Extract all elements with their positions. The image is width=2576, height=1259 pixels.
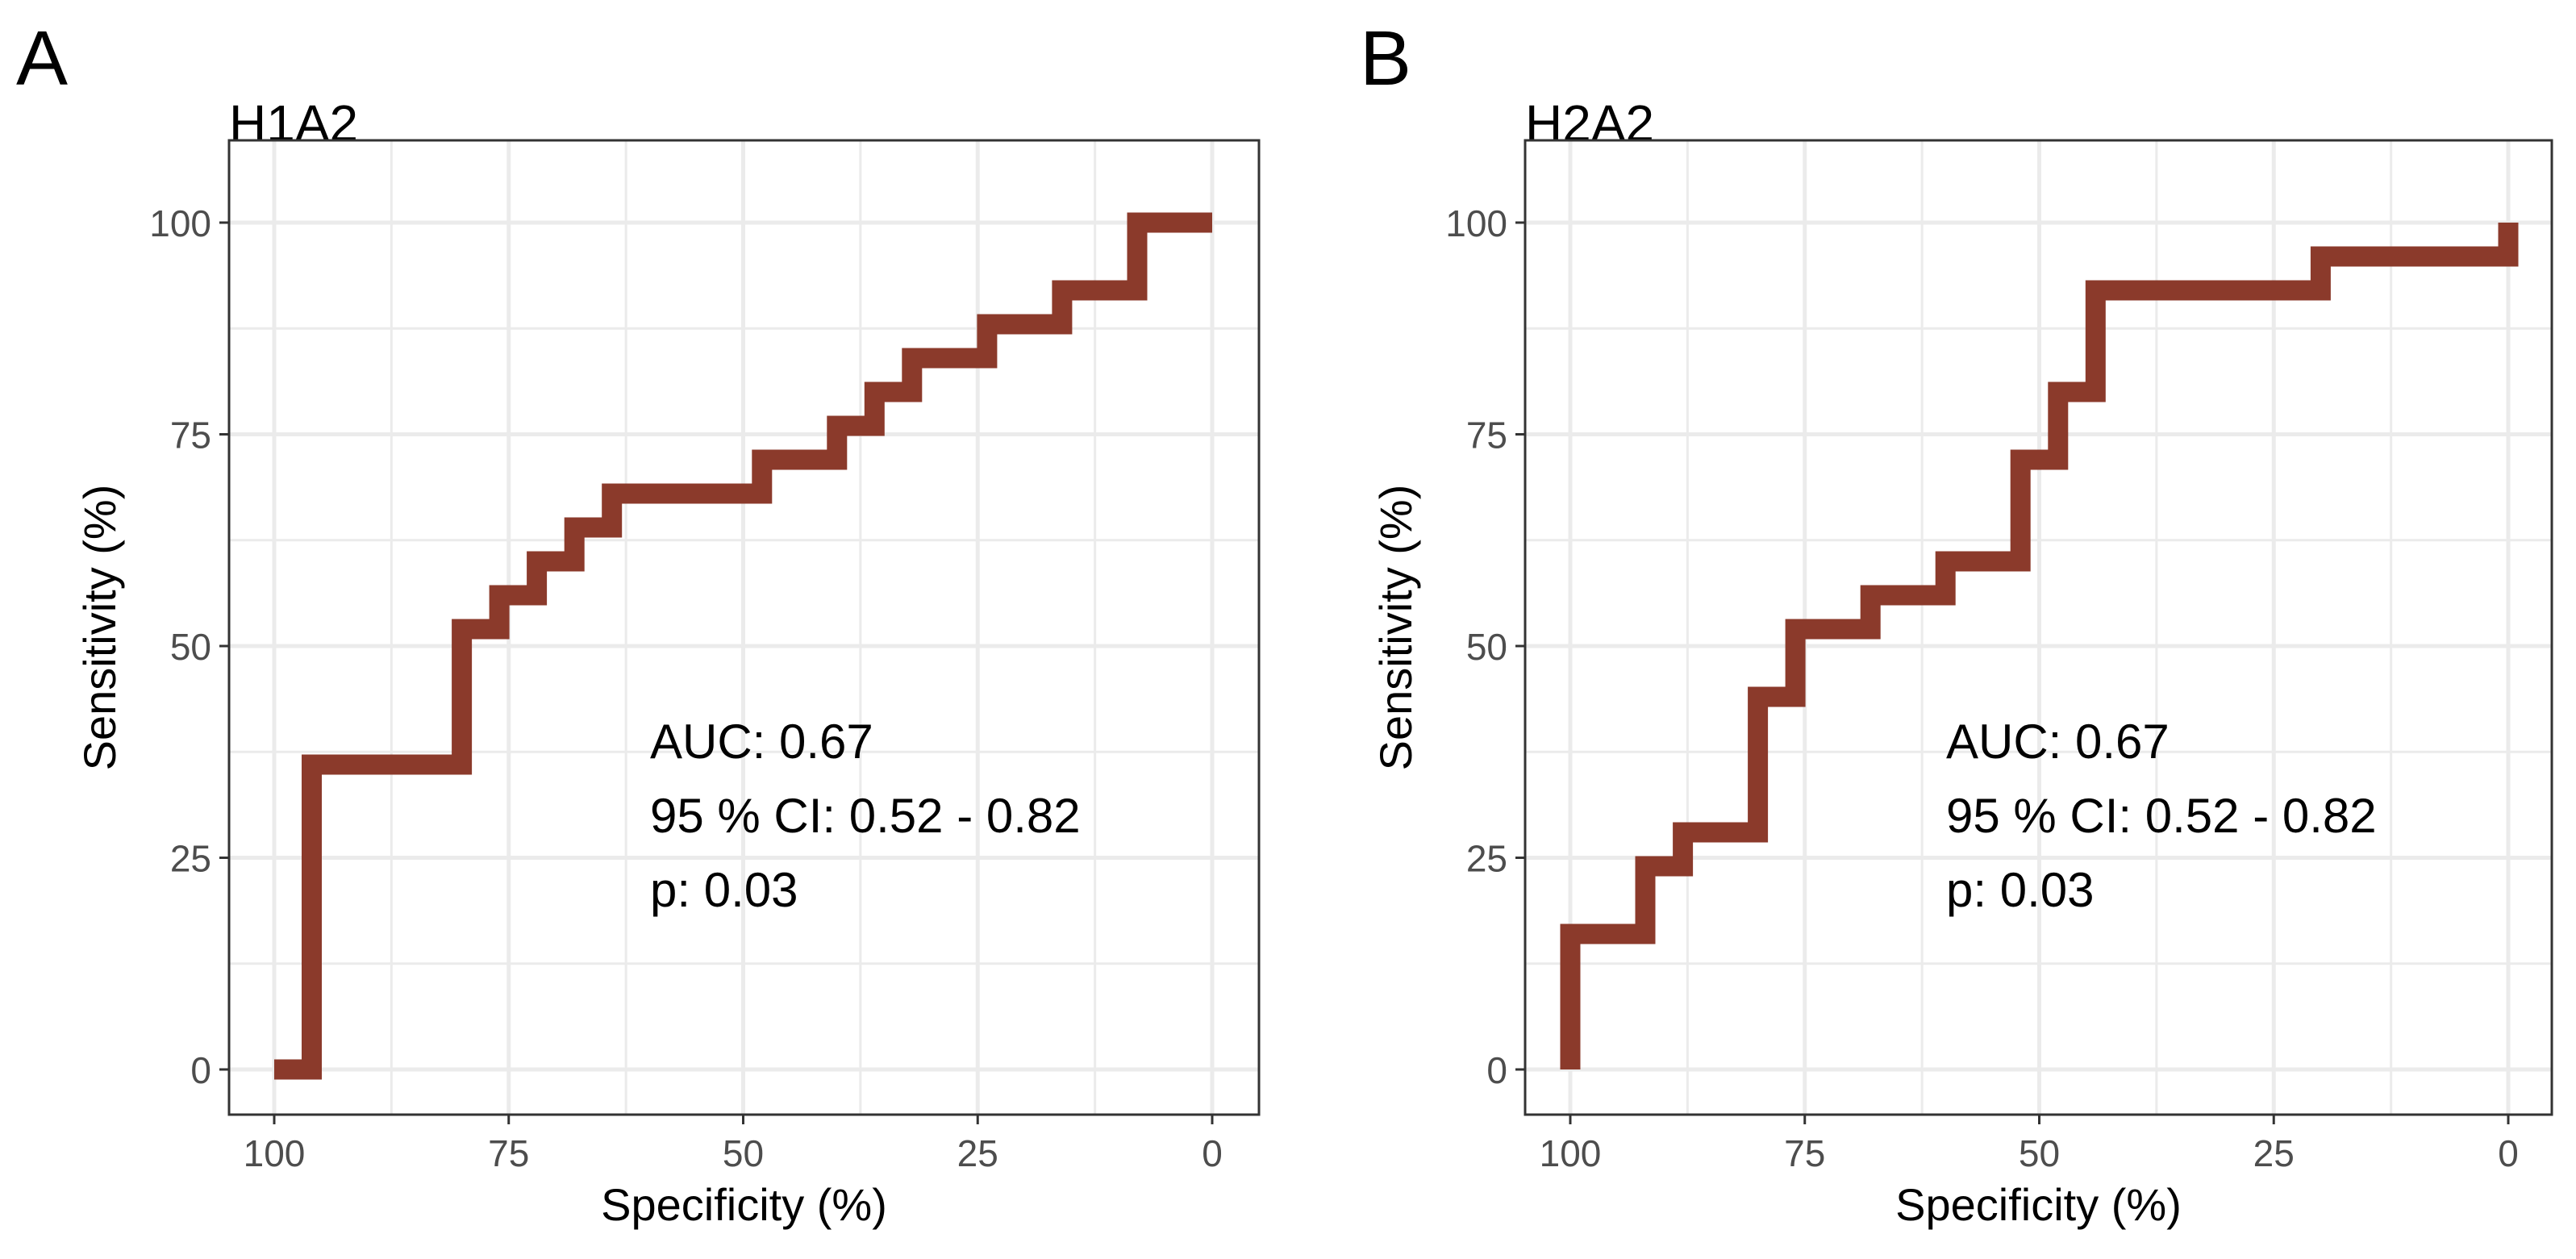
y-tick-label: 100 bbox=[149, 202, 211, 244]
panel-letter: B bbox=[1360, 15, 1411, 102]
x-tick-label: 50 bbox=[723, 1132, 764, 1174]
x-tick-label: 25 bbox=[957, 1132, 998, 1174]
annotation-line: AUC: 0.67 bbox=[650, 715, 873, 769]
x-axis-title: Specificity (%) bbox=[601, 1179, 887, 1230]
y-tick-label: 100 bbox=[1445, 202, 1507, 244]
y-axis-title: Sensitivity (%) bbox=[1370, 485, 1421, 771]
panel-letter: A bbox=[16, 15, 68, 102]
y-axis-title: Sensitivity (%) bbox=[74, 485, 125, 771]
y-tick-label: 75 bbox=[170, 415, 211, 456]
annotation-line: 95 % CI: 0.52 - 0.82 bbox=[650, 789, 1081, 843]
gridlines bbox=[229, 140, 1259, 1115]
x-axis-title: Specificity (%) bbox=[1895, 1179, 2182, 1230]
x-tick-label: 25 bbox=[2253, 1132, 2295, 1174]
x-tick-label: 100 bbox=[244, 1132, 306, 1174]
y-tick-label: 0 bbox=[1486, 1049, 1507, 1091]
annotation-line: p: 0.03 bbox=[1946, 863, 2095, 917]
x-tick-label: 75 bbox=[488, 1132, 529, 1174]
annotation-line: AUC: 0.67 bbox=[1946, 715, 2170, 769]
y-tick-label: 0 bbox=[190, 1049, 211, 1091]
roc-curve bbox=[1560, 223, 2519, 1069]
y-tick-label: 50 bbox=[1466, 626, 1507, 668]
annotation-line: 95 % CI: 0.52 - 0.82 bbox=[1946, 789, 2377, 843]
y-tick-label: 50 bbox=[170, 626, 211, 668]
y-tick-label: 25 bbox=[1466, 838, 1507, 880]
x-tick-label: 75 bbox=[1784, 1132, 1825, 1174]
x-tick-label: 0 bbox=[1202, 1132, 1223, 1174]
x-tick-label: 100 bbox=[1540, 1132, 1602, 1174]
x-tick-label: 50 bbox=[2019, 1132, 2060, 1174]
y-tick-label: 25 bbox=[170, 838, 211, 880]
y-tick-label: 75 bbox=[1466, 415, 1507, 456]
roc-curve bbox=[274, 212, 1212, 1080]
x-tick-label: 0 bbox=[2498, 1132, 2519, 1174]
annotation-line: p: 0.03 bbox=[650, 863, 798, 917]
